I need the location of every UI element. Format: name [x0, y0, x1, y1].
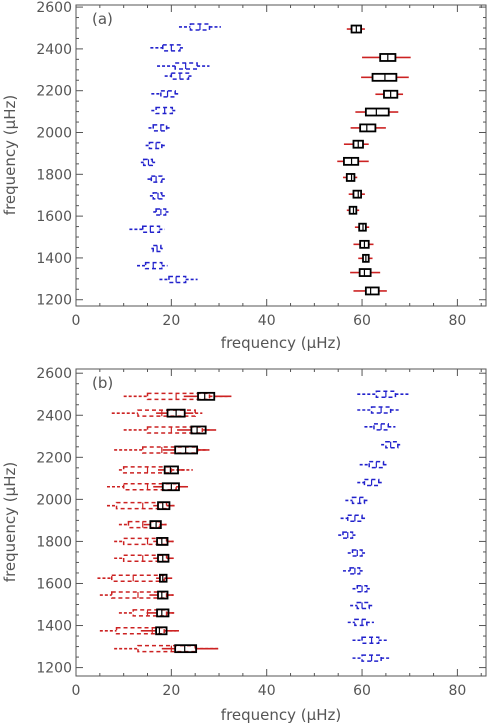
box: [163, 465, 179, 475]
y-axis-label: frequency (μHz): [1, 95, 19, 215]
y-tick-label: 1600: [36, 209, 72, 225]
box: [190, 425, 207, 435]
box: [146, 392, 211, 401]
box: [115, 627, 165, 635]
x-axis-label: frequency (μHz): [221, 334, 341, 352]
y-tick-label: 1800: [36, 167, 72, 183]
panel-label: (a): [92, 10, 113, 28]
box: [122, 554, 168, 562]
x-tick-label: 0: [72, 683, 81, 699]
panel-label: (b): [92, 374, 113, 392]
y-tick-label: 1400: [36, 619, 72, 635]
plot-frame: [75, 368, 487, 677]
y-tick-label: 1600: [36, 576, 72, 592]
box: [361, 636, 380, 645]
box: [358, 268, 372, 277]
box: [352, 189, 362, 199]
box: [146, 426, 204, 434]
y-tick-label: 2400: [36, 408, 72, 424]
box: [342, 531, 354, 539]
box: [122, 483, 177, 491]
x-tick-label: 60: [353, 313, 371, 329]
box: [349, 567, 361, 575]
series-1: [337, 24, 411, 296]
y-tick-label: 2000: [36, 492, 72, 508]
x-tick-label: 20: [162, 683, 180, 699]
plot-frame: [75, 4, 487, 307]
box: [141, 225, 161, 234]
series-2: [338, 390, 410, 662]
box: [359, 123, 377, 133]
box: [354, 618, 368, 627]
y-tick-label: 2600: [36, 0, 72, 16]
box: [174, 644, 198, 654]
y-tick-label: 1400: [36, 251, 72, 267]
y-tick-label: 2000: [36, 126, 72, 142]
box: [155, 626, 168, 636]
x-tick-label: 20: [162, 313, 180, 329]
panel-a: 0 20 40 60 80 1200 1400 1600 1800 2000 2200 2400 260…: [1, 0, 487, 352]
x-tick-label: 40: [258, 313, 276, 329]
box: [127, 520, 161, 529]
box: [364, 107, 390, 117]
box: [356, 584, 368, 593]
y-tick-label: 2600: [36, 366, 72, 382]
box: [157, 501, 171, 511]
y-axis-label: frequency (μHz): [1, 462, 19, 582]
box: [152, 124, 168, 132]
box: [345, 173, 356, 182]
box: [364, 286, 380, 296]
panel-b: 0 20 40 60 80 1200 1400 1600 1800 2000 2200 2400 260…: [1, 366, 487, 724]
x-tick-label: 60: [353, 683, 371, 699]
box: [137, 644, 196, 653]
series-0: [97, 392, 229, 653]
box: [385, 440, 399, 449]
y-tick-label: 2400: [36, 42, 72, 58]
y-tick-label: 1800: [36, 534, 72, 550]
box: [356, 601, 370, 610]
box: [157, 590, 169, 600]
box: [122, 537, 168, 546]
y-tick-label: 1200: [36, 293, 72, 309]
box: [111, 574, 165, 582]
series-0: [129, 23, 221, 284]
box: [197, 391, 216, 401]
box: [115, 501, 168, 510]
y-tick-label: 1200: [36, 661, 72, 677]
box: [168, 275, 187, 284]
box: [111, 591, 168, 599]
x-tick-label: 80: [448, 683, 466, 699]
box: [351, 496, 366, 505]
x-tick-label: 40: [258, 683, 276, 699]
y-tick-label: 2200: [36, 84, 72, 100]
x-tick-label: 0: [72, 313, 81, 329]
box: [132, 609, 168, 617]
box: [156, 608, 170, 618]
box: [137, 409, 196, 417]
y-tick-label: 2200: [36, 450, 72, 466]
x-tick-label: 80: [448, 313, 466, 329]
box: [155, 208, 167, 216]
x-axis-label: frequency (μHz): [221, 706, 341, 724]
box: [351, 549, 363, 557]
series-1: [140, 391, 232, 654]
